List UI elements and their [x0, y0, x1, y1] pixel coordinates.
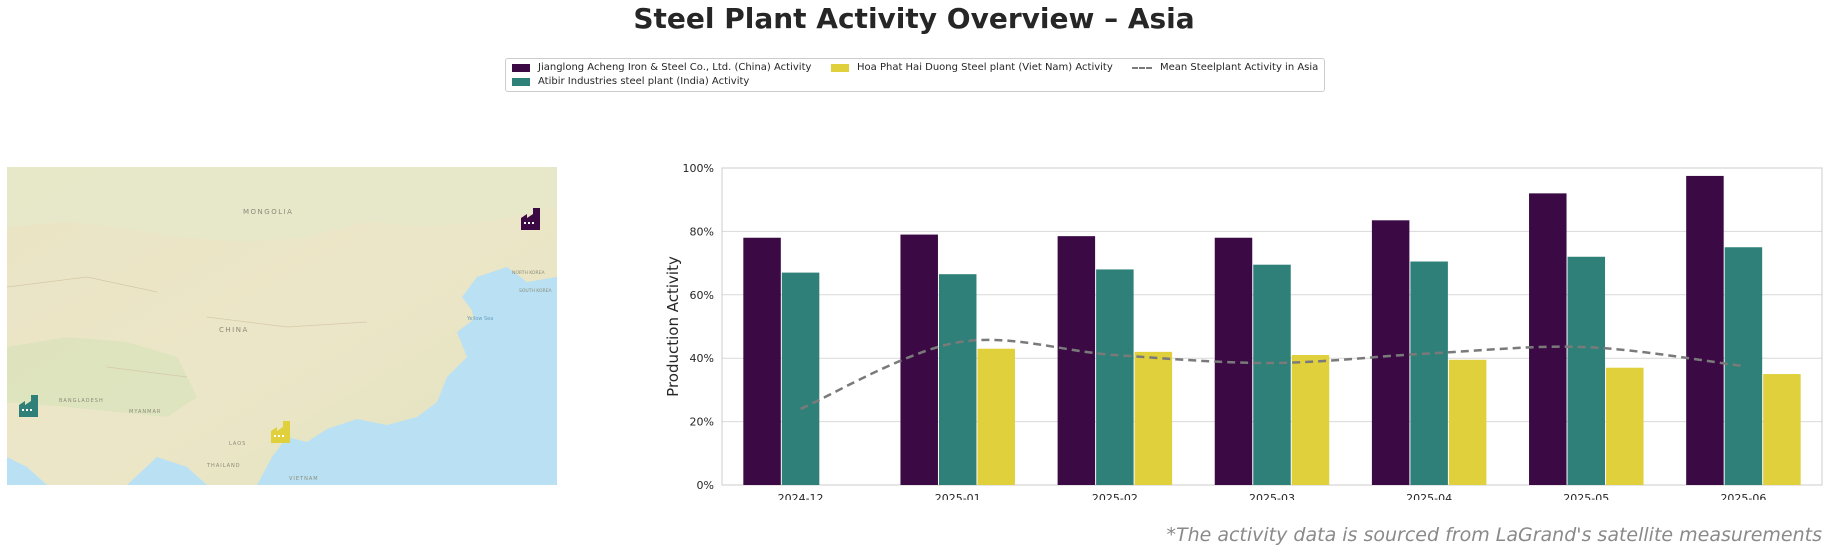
- bar[interactable]: [1724, 247, 1763, 485]
- y-tick-label: 100%: [683, 162, 714, 175]
- legend-swatch-china: [512, 63, 530, 72]
- map-plateau: [7, 337, 197, 417]
- asia-map: MONGOLIA CHINA BANGLADESH MYANMAR THAILA…: [7, 167, 557, 485]
- bar[interactable]: [1253, 264, 1291, 485]
- factory-icon[interactable]: [521, 208, 540, 230]
- chart-legend: Jianglong Acheng Iron & Steel Co., Ltd. …: [505, 58, 1325, 92]
- x-tick-label: 2025-05: [1563, 492, 1609, 500]
- map-label-myanmar: MYANMAR: [129, 409, 161, 415]
- legend-label-china: Jianglong Acheng Iron & Steel Co., Ltd. …: [538, 62, 812, 73]
- bar[interactable]: [1529, 193, 1567, 486]
- y-tick-label: 80%: [690, 225, 714, 238]
- map-borders: [7, 276, 368, 378]
- y-tick-label: 60%: [690, 289, 714, 302]
- map-label-china: CHINA: [219, 326, 249, 334]
- bar[interactable]: [1410, 261, 1448, 485]
- page-title: Steel Plant Activity Overview – Asia: [633, 2, 1195, 35]
- factory-icon[interactable]: [271, 421, 290, 443]
- factory-icon[interactable]: [19, 395, 38, 417]
- bar[interactable]: [1134, 351, 1173, 485]
- y-axis-label: Production Activity: [664, 256, 682, 397]
- bar[interactable]: [743, 237, 781, 485]
- map-label-laos: LAOS: [229, 441, 246, 447]
- y-tick-label: 20%: [690, 416, 714, 429]
- bar[interactable]: [1057, 236, 1096, 485]
- legend-swatch-vietnam: [831, 63, 849, 72]
- bar[interactable]: [938, 274, 977, 485]
- bar[interactable]: [1763, 374, 1801, 485]
- x-tick-label: 2024-12: [778, 492, 824, 500]
- bar[interactable]: [1096, 269, 1134, 485]
- bar[interactable]: [1606, 367, 1644, 485]
- chart-svg: 0% 20% 40% 60% 80% 100% Production Activity 202…: [664, 162, 1823, 505]
- x-tick-label: 2025-04: [1406, 492, 1452, 500]
- y-tick-label: 40%: [690, 352, 714, 365]
- bar[interactable]: [1448, 359, 1487, 485]
- map-label-yellow-sea: Yellow Sea: [466, 316, 493, 322]
- map-label-vietnam: VIETNAM: [289, 476, 319, 482]
- mean-activity-line: [800, 338, 1744, 411]
- map-label-south-korea: SOUTH KOREA: [519, 288, 552, 294]
- legend-dash-mean: [1132, 66, 1152, 69]
- source-note: *The activity data is sourced from LaGra…: [1166, 524, 1822, 546]
- legend-item-mean: Mean Steelplant Activity in Asia: [1132, 62, 1318, 73]
- bar[interactable]: [1371, 220, 1410, 485]
- legend-label-india: Atibir Industries steel plant (India) Ac…: [538, 76, 750, 87]
- map-label-thailand: THAILAND: [206, 463, 241, 469]
- legend-item-india: Atibir Industries steel plant (India) Ac…: [512, 76, 749, 87]
- bar[interactable]: [781, 272, 820, 485]
- map-steppe: [7, 167, 557, 242]
- bar[interactable]: [900, 234, 938, 485]
- x-tick-label: 2025-02: [1092, 492, 1138, 500]
- legend-swatch-india: [512, 77, 530, 86]
- y-tick-label: 0%: [697, 479, 714, 492]
- map-yellow-sea: [472, 297, 507, 344]
- legend-label-mean: Mean Steelplant Activity in Asia: [1160, 62, 1319, 73]
- bar[interactable]: [1291, 355, 1330, 485]
- legend-label-vietnam: Hoa Phat Hai Duong Steel plant (Viet Nam…: [857, 62, 1113, 73]
- bar[interactable]: [977, 348, 1015, 485]
- x-tick-label: 2025-01: [935, 492, 981, 500]
- map-label-north-korea: NORTH KOREA: [512, 270, 545, 276]
- map-label-mongolia: MONGOLIA: [243, 208, 293, 216]
- legend-item-vietnam: Hoa Phat Hai Duong Steel plant (Viet Nam…: [831, 62, 1113, 73]
- map-label-bangladesh: BANGLADESH: [59, 398, 104, 404]
- x-tick-label: 2025-03: [1249, 492, 1295, 500]
- x-tick-label: 2025-06: [1720, 492, 1766, 500]
- legend-item-china: Jianglong Acheng Iron & Steel Co., Ltd. …: [512, 62, 811, 73]
- bar-chart: 0% 20% 40% 60% 80% 100% Production Activity 202…: [660, 160, 1828, 505]
- map-svg: MONGOLIA CHINA BANGLADESH MYANMAR THAILA…: [7, 167, 557, 485]
- bar[interactable]: [1567, 256, 1606, 485]
- bar[interactable]: [1686, 175, 1724, 486]
